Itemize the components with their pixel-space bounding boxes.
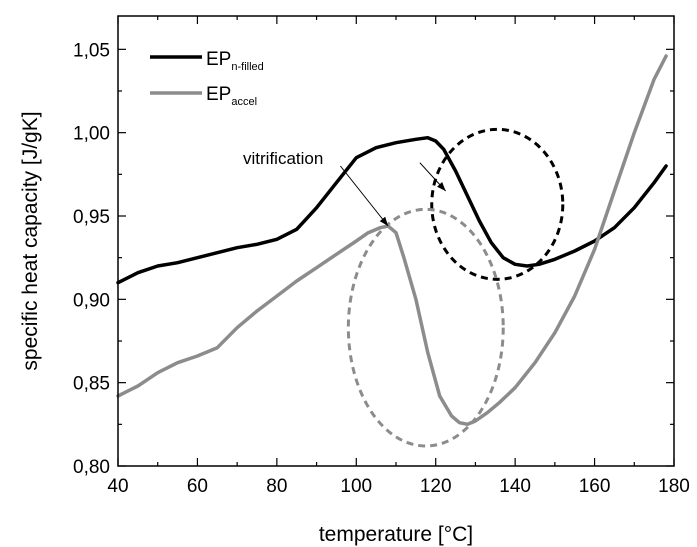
vitrification-arrow-1 [340,165,389,227]
y-tick-label: 1,05 [73,40,110,61]
annotation-ellipse-0 [430,127,565,281]
x-tick-label: 140 [499,476,531,497]
x-tick-label: 40 [107,476,128,497]
x-tick-label: 160 [579,476,611,497]
y-tick-label: 1,00 [73,124,110,145]
x-tick-label: 60 [187,476,208,497]
x-tick-label: 180 [658,476,690,497]
vitrification-label: vitrification [243,149,323,168]
legend: EPn-filled EPaccel [150,49,264,108]
y-axis-title: specific heat capacity [J/gK] [19,111,42,370]
annotations [340,162,447,227]
series-line-accel [116,54,668,427]
x-axis-title: temperature [°C] [319,523,473,546]
series-layer [116,54,668,427]
series-line-n-filled [116,135,668,285]
y-tick-label: 0,90 [73,290,110,311]
x-tick-label: 80 [266,476,287,497]
y-tick-label: 0,80 [73,457,110,478]
y-tick-label: 0,85 [73,374,110,395]
y-tick-label: 0,95 [73,207,110,228]
axis-ticks: 40 60 80 100 120 140 160 180 0,80 0,85 0,90 0,95 1,0… [73,16,690,497]
plot-area-border [117,15,675,467]
legend-label-accel: EPaccel [206,84,257,108]
arrow-head-0 [436,181,446,191]
annotation-ellipse-1 [346,207,505,448]
legend-label-n-filled: EPn-filled [206,49,264,73]
arrow-head-1 [379,216,389,226]
x-tick-label: 100 [340,476,372,497]
x-tick-label: 120 [420,476,452,497]
plot-frame [117,15,675,467]
annotation-ellipses [346,127,565,448]
